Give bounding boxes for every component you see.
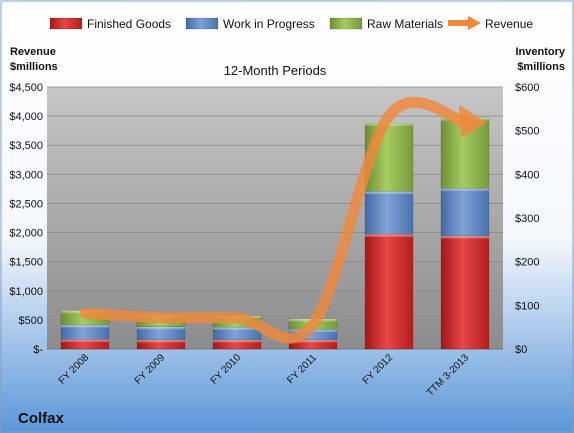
- work-in-progress-bar-highlight: [61, 324, 109, 328]
- left-axis-label-line1: Revenue: [10, 46, 56, 58]
- left-tick-label: $500: [19, 315, 43, 327]
- left-tick-label: $-: [33, 344, 43, 356]
- finished-goods-bar-highlight: [441, 235, 489, 239]
- left-tick-label: $1,500: [9, 257, 43, 269]
- company-name: Colfax: [18, 410, 65, 427]
- right-tick-label: $500: [515, 126, 539, 138]
- right-tick-label: $300: [515, 213, 539, 225]
- revenue-line-layer: [79, 96, 487, 344]
- work-in-progress-bar-highlight: [213, 327, 261, 331]
- plot-area: [47, 87, 503, 349]
- finished-goods-bar-highlight: [289, 339, 337, 343]
- right-tick-label: $600: [515, 82, 539, 94]
- left-tick-label: $3,000: [9, 169, 43, 181]
- left-tick-label: $2,000: [9, 228, 43, 240]
- legend-raw-materials-swatch: [329, 17, 363, 30]
- right-tick-label: $100: [515, 300, 539, 312]
- finished-goods-bar-highlight: [137, 339, 185, 343]
- work-in-progress-bar: [440, 188, 490, 237]
- legend: Finished Goods Work in Progress Raw Materi…: [49, 16, 533, 31]
- legend-revenue-arrow: [468, 16, 481, 30]
- work-in-progress-bar-highlight: [137, 326, 185, 330]
- legend-raw-materials-label: Raw Materials: [367, 17, 443, 31]
- finished-goods-bar: [364, 233, 414, 350]
- legend-work-in-progress-swatch: [185, 17, 219, 30]
- right-axis-label-line2: $millions: [517, 61, 565, 73]
- axis-ticks: $- $500 $1,000 $1,500 $2,000 $2,500 $3,000 $3,5…: [9, 82, 539, 356]
- left-tick-label: $3,500: [9, 140, 43, 152]
- finished-goods-bar-highlight: [61, 339, 109, 343]
- legend-finished-goods-swatch: [49, 17, 83, 30]
- left-tick-label: $2,500: [9, 198, 43, 210]
- left-axis-label-line2: $millions: [10, 61, 58, 73]
- legend-work-in-progress-label: Work in Progress: [223, 17, 315, 31]
- legend-finished-goods-label: Finished Goods: [87, 17, 171, 31]
- work-in-progress-bar-highlight: [365, 191, 413, 195]
- finished-goods-bar-highlight: [213, 339, 261, 343]
- left-tick-label: $4,000: [9, 111, 43, 123]
- finished-goods-bar-highlight: [365, 234, 413, 238]
- right-tick-label: $0: [515, 344, 527, 356]
- revenue-line: [79, 96, 471, 344]
- left-tick-label: $4,500: [9, 82, 43, 94]
- legend-revenue-label: Revenue: [485, 17, 533, 31]
- work-in-progress-bar-highlight: [441, 188, 489, 192]
- finished-goods-bar: [440, 235, 490, 350]
- right-tick-label: $400: [515, 169, 539, 181]
- revenue-arrowhead: [459, 104, 487, 138]
- chart-title: 12-Month Periods: [224, 63, 327, 78]
- right-tick-label: $200: [515, 257, 539, 269]
- right-axis-label-line1: Inventory: [515, 46, 565, 58]
- work-in-progress-bar: [364, 191, 414, 235]
- gridlines: [47, 86, 503, 350]
- left-tick-label: $1,000: [9, 286, 43, 298]
